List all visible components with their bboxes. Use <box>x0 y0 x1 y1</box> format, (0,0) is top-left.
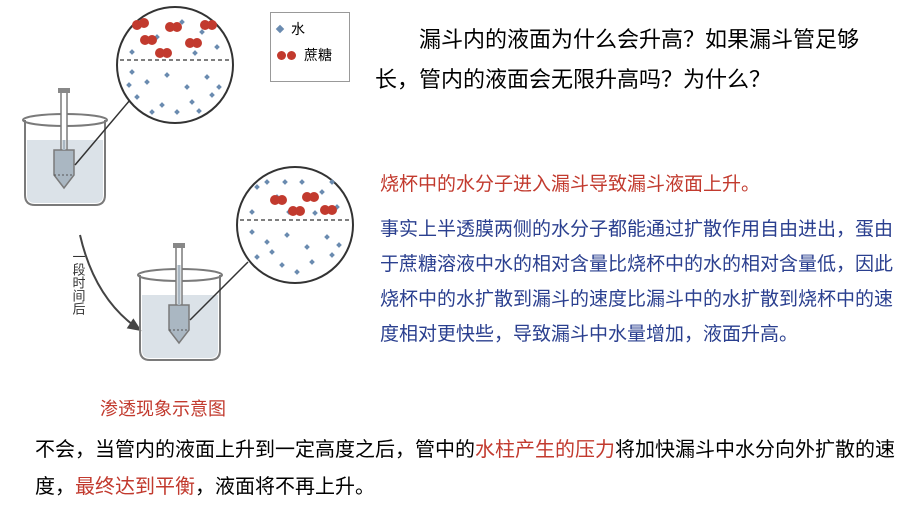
answer-1: 烧杯中的水分子进入漏斗导致漏斗液面上升。 <box>380 170 900 200</box>
answer3-red2: 最终达到平衡 <box>75 476 195 498</box>
legend-sucrose-row: 蔗糖 <box>277 45 343 65</box>
sucrose-icon <box>277 51 296 60</box>
answer3-prefix: 不会，当管内的液面上升到一定高度之后，管中的 <box>35 439 475 461</box>
legend-sucrose-label: 蔗糖 <box>304 45 332 65</box>
legend-water-row: 水 <box>277 19 343 39</box>
water-icon <box>276 25 284 33</box>
legend-water-label: 水 <box>291 19 305 39</box>
diagram-caption: 渗透现象示意图 <box>100 395 226 421</box>
legend-box: 水 蔗糖 <box>270 12 350 82</box>
answer3-red1: 水柱产生的压力 <box>475 439 615 461</box>
answer-3: 不会，当管内的液面上升到一定高度之后，管中的水柱产生的压力将加快漏斗中水分向外扩… <box>35 432 895 506</box>
answer-2: 事实上半透膜两侧的水分子都能通过扩散作用自由进出，蛋由于蔗糖溶液中水的相对含量比… <box>380 212 905 353</box>
question-text: 漏斗内的液面为什么会升高？如果漏斗管足够长，管内的液面会无限升高吗？为什么？ <box>375 20 895 99</box>
osmosis-diagram: 一段时间后 <box>0 0 370 420</box>
arrow-label-text: 一段时间后 <box>71 250 86 315</box>
answer3-suffix: ，液面将不再上升。 <box>195 476 375 498</box>
